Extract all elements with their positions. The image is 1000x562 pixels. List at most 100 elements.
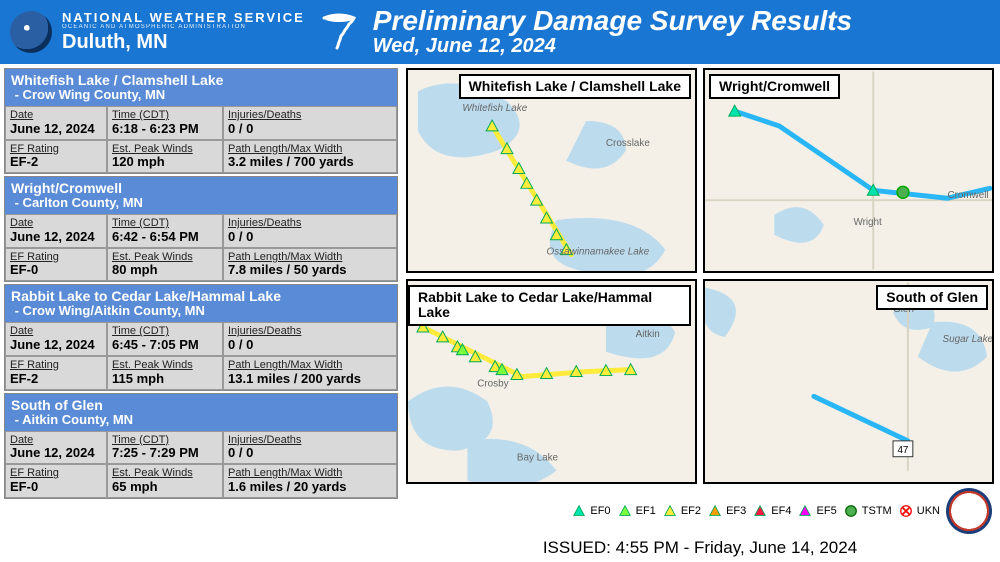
cell-value: EF-0 bbox=[10, 480, 102, 495]
cell-value: June 12, 2024 bbox=[10, 122, 102, 137]
event-grid: Date June 12, 2024 Time (CDT) 6:18 - 6:2… bbox=[5, 106, 397, 173]
legend-item: TSTM bbox=[843, 504, 892, 518]
event-cell-date: Date June 12, 2024 bbox=[5, 106, 107, 140]
header-agency-block: NATIONAL WEATHER SERVICE OCEANIC AND ATM… bbox=[62, 11, 305, 54]
event-cell-winds: Est. Peak Winds 115 mph bbox=[107, 356, 223, 390]
event-grid: Date June 12, 2024 Time (CDT) 6:42 - 6:5… bbox=[5, 214, 397, 281]
svg-text:Sugar Lake: Sugar Lake bbox=[943, 334, 992, 345]
legend-item: UKN bbox=[898, 504, 940, 518]
cell-value: June 12, 2024 bbox=[10, 230, 102, 245]
cell-label: Est. Peak Winds bbox=[112, 467, 218, 480]
event-cell-inj: Injuries/Deaths 0 / 0 bbox=[223, 106, 397, 140]
event-cell-inj: Injuries/Deaths 0 / 0 bbox=[223, 322, 397, 356]
cell-label: Time (CDT) bbox=[112, 109, 218, 122]
event-cell-time: Time (CDT) 6:18 - 6:23 PM bbox=[107, 106, 223, 140]
event-county: - Crow Wing/Aitkin County, MN bbox=[11, 304, 391, 319]
event-cell-winds: Est. Peak Winds 80 mph bbox=[107, 248, 223, 282]
event-cell-path: Path Length/Max Width 3.2 miles / 700 ya… bbox=[223, 140, 397, 174]
event-name: Wright/Cromwell bbox=[11, 180, 391, 196]
svg-text:Crosslake: Crosslake bbox=[606, 138, 650, 149]
event-cell-ef: EF Rating EF-2 bbox=[5, 140, 107, 174]
event-cell-ef: EF Rating EF-0 bbox=[5, 464, 107, 498]
cell-label: Injuries/Deaths bbox=[228, 109, 392, 122]
issued-timestamp: ISSUED: 4:55 PM - Friday, June 14, 2024 bbox=[406, 534, 994, 558]
page-subtitle: Wed, June 12, 2024 bbox=[373, 35, 852, 58]
map-title: South of Glen bbox=[876, 285, 988, 310]
cell-value: 1.6 miles / 20 yards bbox=[228, 480, 392, 495]
ef-legend: EF0 EF1 EF2 EF3 EF4 EF5 TSTM UKN bbox=[571, 504, 940, 518]
cell-value: 6:18 - 6:23 PM bbox=[112, 122, 218, 137]
cell-label: EF Rating bbox=[10, 467, 102, 480]
cell-value: EF-0 bbox=[10, 263, 102, 278]
cell-label: Date bbox=[10, 217, 102, 230]
event-cell-path: Path Length/Max Width 13.1 miles / 200 y… bbox=[223, 356, 397, 390]
cell-value: 0 / 0 bbox=[228, 446, 392, 461]
event-cell-winds: Est. Peak Winds 65 mph bbox=[107, 464, 223, 498]
event-cell-date: Date June 12, 2024 bbox=[5, 214, 107, 248]
cell-value: EF-2 bbox=[10, 155, 102, 170]
event-county: - Crow Wing County, MN bbox=[11, 88, 391, 103]
event-county: - Carlton County, MN bbox=[11, 196, 391, 211]
cell-value: 120 mph bbox=[112, 155, 218, 170]
cell-label: Time (CDT) bbox=[112, 217, 218, 230]
legend-item: EF1 bbox=[617, 504, 656, 518]
event-cell-time: Time (CDT) 7:25 - 7:29 PM bbox=[107, 431, 223, 465]
event-name: Rabbit Lake to Cedar Lake/Hammal Lake bbox=[11, 288, 391, 304]
cell-value: 6:45 - 7:05 PM bbox=[112, 338, 218, 353]
event-cell-inj: Injuries/Deaths 0 / 0 bbox=[223, 431, 397, 465]
event-name: South of Glen bbox=[11, 397, 391, 413]
svg-text:Aitkin: Aitkin bbox=[636, 329, 660, 340]
event-cell-time: Time (CDT) 6:42 - 6:54 PM bbox=[107, 214, 223, 248]
cell-value: 115 mph bbox=[112, 372, 218, 387]
event-cell-inj: Injuries/Deaths 0 / 0 bbox=[223, 214, 397, 248]
legend-item: EF2 bbox=[662, 504, 701, 518]
event-panel: South of Glen - Aitkin County, MN Date J… bbox=[4, 393, 398, 499]
cell-label: Est. Peak Winds bbox=[112, 359, 218, 372]
cell-value: 80 mph bbox=[112, 263, 218, 278]
cell-label: EF Rating bbox=[10, 359, 102, 372]
cell-label: Path Length/Max Width bbox=[228, 359, 392, 372]
map-panel: South of Glen47GlenSugar Lake bbox=[703, 279, 994, 484]
event-grid: Date June 12, 2024 Time (CDT) 6:45 - 7:0… bbox=[5, 322, 397, 389]
cell-value: 7:25 - 7:29 PM bbox=[112, 446, 218, 461]
event-cell-ef: EF Rating EF-2 bbox=[5, 356, 107, 390]
event-header: Rabbit Lake to Cedar Lake/Hammal Lake - … bbox=[5, 285, 397, 322]
nws-seal-icon bbox=[946, 488, 992, 534]
svg-text:47: 47 bbox=[897, 445, 908, 456]
cell-label: Date bbox=[10, 109, 102, 122]
event-name: Whitefish Lake / Clamshell Lake bbox=[11, 72, 391, 88]
cell-value: EF-2 bbox=[10, 372, 102, 387]
cell-value: June 12, 2024 bbox=[10, 446, 102, 461]
cell-value: 65 mph bbox=[112, 480, 218, 495]
svg-text:Whitefish Lake: Whitefish Lake bbox=[462, 103, 527, 114]
event-cell-time: Time (CDT) 6:45 - 7:05 PM bbox=[107, 322, 223, 356]
cell-value: 0 / 0 bbox=[228, 122, 392, 137]
svg-text:Ossawinnamakee Lake: Ossawinnamakee Lake bbox=[547, 247, 650, 258]
legend-item: EF0 bbox=[571, 504, 610, 518]
header-bar: NATIONAL WEATHER SERVICE OCEANIC AND ATM… bbox=[0, 0, 1000, 64]
agency-name: NATIONAL WEATHER SERVICE bbox=[62, 11, 305, 25]
svg-text:Crosby: Crosby bbox=[477, 378, 508, 389]
event-cell-path: Path Length/Max Width 7.8 miles / 50 yar… bbox=[223, 248, 397, 282]
map-title: Rabbit Lake to Cedar Lake/Hammal Lake bbox=[408, 285, 691, 326]
event-panel: Whitefish Lake / Clamshell Lake - Crow W… bbox=[4, 68, 398, 174]
event-header: Whitefish Lake / Clamshell Lake - Crow W… bbox=[5, 69, 397, 106]
noaa-logo bbox=[10, 11, 52, 53]
svg-text:Bay Lake: Bay Lake bbox=[517, 453, 559, 464]
event-cell-path: Path Length/Max Width 1.6 miles / 20 yar… bbox=[223, 464, 397, 498]
cell-value: 0 / 0 bbox=[228, 338, 392, 353]
cell-value: 3.2 miles / 700 yards bbox=[228, 155, 392, 170]
event-panel: Rabbit Lake to Cedar Lake/Hammal Lake - … bbox=[4, 284, 398, 390]
map-panel: Wright/CromwellWrightCromwell bbox=[703, 68, 994, 273]
cell-value: 0 / 0 bbox=[228, 230, 392, 245]
event-cell-winds: Est. Peak Winds 120 mph bbox=[107, 140, 223, 174]
page-title: Preliminary Damage Survey Results bbox=[373, 6, 852, 35]
event-grid: Date June 12, 2024 Time (CDT) 7:25 - 7:2… bbox=[5, 431, 397, 498]
event-cell-date: Date June 12, 2024 bbox=[5, 322, 107, 356]
tornado-icon bbox=[319, 12, 359, 52]
map-title: Wright/Cromwell bbox=[709, 74, 840, 99]
event-cell-date: Date June 12, 2024 bbox=[5, 431, 107, 465]
cell-label: Injuries/Deaths bbox=[228, 217, 392, 230]
cell-value: 13.1 miles / 200 yards bbox=[228, 372, 392, 387]
office-location: Duluth, MN bbox=[62, 32, 305, 53]
